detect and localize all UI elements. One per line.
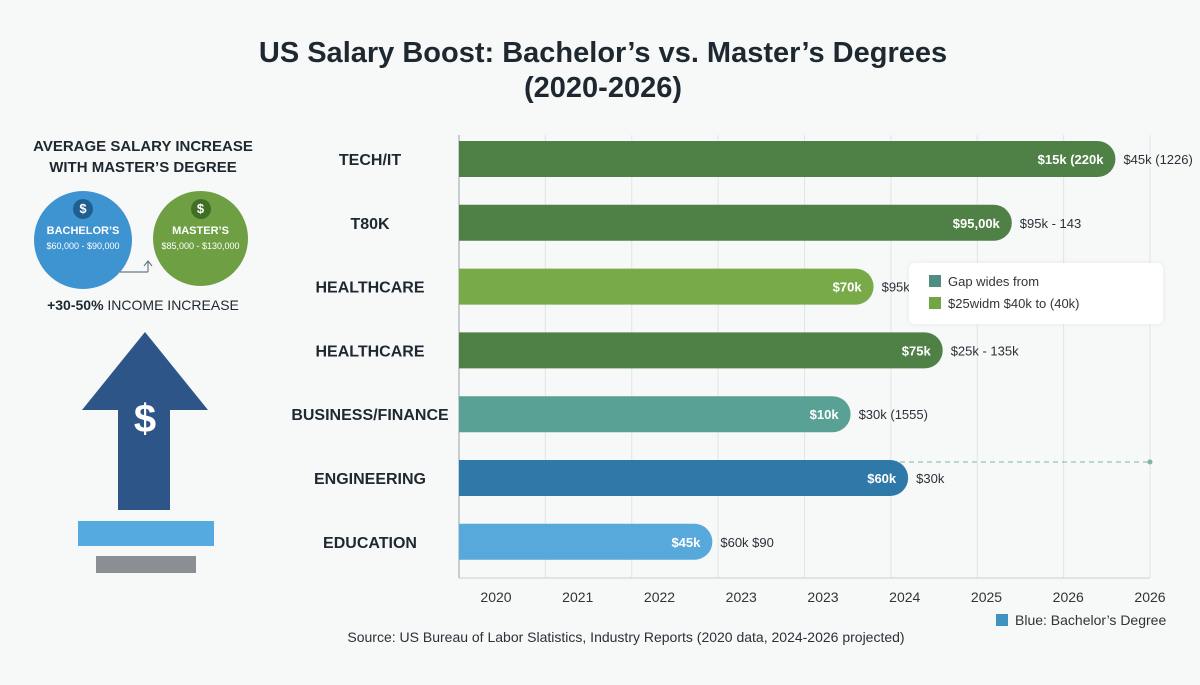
decor-bar-blue <box>78 521 214 546</box>
up-arrow-icon: $ <box>82 332 208 510</box>
chart-title-line1: US Salary Boost: Bachelor’s vs. Master’s… <box>258 37 948 69</box>
bar <box>459 396 851 433</box>
master-range: $85,000 - $130,000 <box>161 241 240 251</box>
bachelor-circle: $ BACHELOR’S $60,000 - $90,000 <box>34 191 132 289</box>
legend-item-gap: Gap wides from <box>929 274 1039 289</box>
master-label: MASTER’S <box>172 225 229 237</box>
dollar-coin-icon: $ <box>73 199 93 219</box>
bar <box>459 268 874 305</box>
bar-value-label: $75k <box>902 343 932 358</box>
category-label: EDUCATION <box>323 535 417 552</box>
bar-value-label: $45k <box>671 535 701 550</box>
source-note: Source: US Bureau of Labor Slatistics, I… <box>347 629 905 645</box>
dollar-coin-icon: $ <box>190 199 211 219</box>
legend-label: Gap wides from <box>948 274 1040 289</box>
x-tick-label: 2022 <box>644 589 675 605</box>
x-tick-label: 2026 <box>1134 589 1165 605</box>
x-tick-label: 2021 <box>562 589 593 605</box>
sidebar-heading: AVERAGE SALARY INCREASE WITH MASTER’S DE… <box>20 136 266 178</box>
x-tick-label: 2024 <box>889 589 920 605</box>
increase-text: INCOME INCREASE <box>107 297 239 313</box>
category-label: T80K <box>350 216 390 233</box>
legend-label: $25widm $40k to (40k) <box>948 296 1080 311</box>
legend-item-range: $25widm $40k to (40k) <box>929 296 1080 311</box>
bachelor-legend-label: Blue: Bachelor’s Degree <box>1015 612 1167 628</box>
bar <box>459 460 909 496</box>
category-label: ENGINEERING <box>314 471 426 488</box>
bachelor-legend: Blue: Bachelor’s Degree <box>996 612 1166 628</box>
sidebar-heading-line1: AVERAGE SALARY INCREASE <box>33 138 253 155</box>
legend-swatch <box>929 275 941 287</box>
sidebar-heading-line2: WITH MASTER’S DEGREE <box>49 159 237 176</box>
master-circle: $ MASTER’S $85,000 - $130,000 <box>153 191 248 286</box>
bar-annotation: $95k - 143 <box>1020 216 1081 231</box>
increase-percent: +30-50% <box>47 297 104 313</box>
bar <box>459 204 1012 241</box>
arrow-dollar-sign: $ <box>134 397 156 441</box>
legend-swatch <box>929 297 941 309</box>
legend-box: Gap wides from $25widm $40k to (40k) <box>909 263 1163 324</box>
legend-swatch <box>996 614 1008 626</box>
bar <box>459 332 943 369</box>
chart-title: US Salary Boost: Bachelor’s vs. Master’s… <box>0 36 1200 106</box>
bar <box>459 141 1116 177</box>
bar-annotation: $45k (1226) <box>1123 152 1192 167</box>
bar-value-label: $60k <box>867 471 897 486</box>
bar-value-label: $95,00k <box>953 216 1001 231</box>
decor-bar-gray <box>96 556 196 573</box>
x-tick-label: 2026 <box>1053 589 1084 605</box>
bar-value-label: $15k (220k <box>1038 152 1105 167</box>
bar-annotation: $60k $90 <box>720 535 774 550</box>
chart-title-line2: (2020-2026) <box>524 72 682 104</box>
x-tick-label: 2023 <box>807 589 838 605</box>
bachelor-range: $60,000 - $90,000 <box>46 241 120 251</box>
bar-value-label: $10k <box>810 407 840 422</box>
x-tick-label: 2023 <box>726 589 757 605</box>
bar-annotation: $25k - 135k <box>951 343 1019 358</box>
category-label: BUSINESS/FINANCE <box>291 407 449 424</box>
bar <box>459 523 713 560</box>
link-arrow-icon <box>120 260 153 273</box>
reference-point <box>1147 459 1153 465</box>
x-tick-label: 2020 <box>480 589 511 605</box>
x-tick-label: 2025 <box>971 589 1002 605</box>
bar-value-label: $70k <box>833 280 863 295</box>
category-label: TECH/IT <box>339 152 401 169</box>
bachelor-label: BACHELOR’S <box>46 225 120 237</box>
category-label: HEALTHCARE <box>315 343 424 360</box>
bar-annotation: $30k <box>916 471 945 486</box>
bar-annotation: $30k (1555) <box>859 407 928 422</box>
category-label: HEALTHCARE <box>315 280 424 297</box>
income-increase: +30-50% INCOME INCREASE <box>20 297 266 313</box>
